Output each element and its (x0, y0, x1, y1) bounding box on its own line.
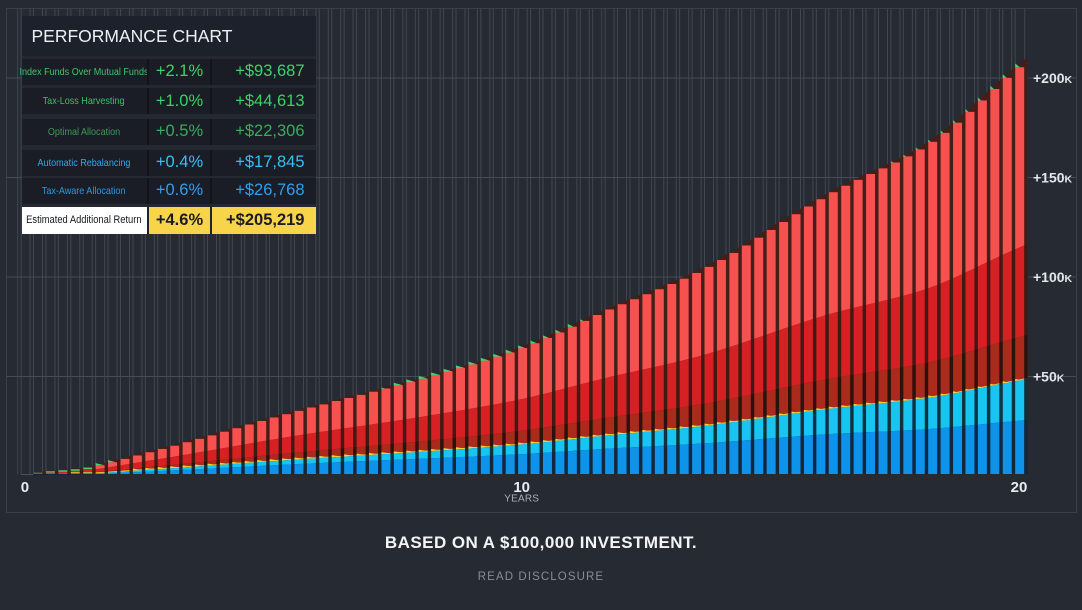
svg-text:+150K: +150K (1033, 170, 1073, 186)
svg-text:+100K: +100K (1033, 269, 1073, 285)
svg-text:10: 10 (513, 479, 530, 496)
svg-text:+200K: +200K (1033, 70, 1073, 86)
svg-text:0: 0 (21, 479, 29, 496)
svg-text:YEARS: YEARS (504, 494, 539, 505)
svg-text:20: 20 (1011, 479, 1028, 496)
svg-text:+50K: +50K (1033, 369, 1065, 385)
